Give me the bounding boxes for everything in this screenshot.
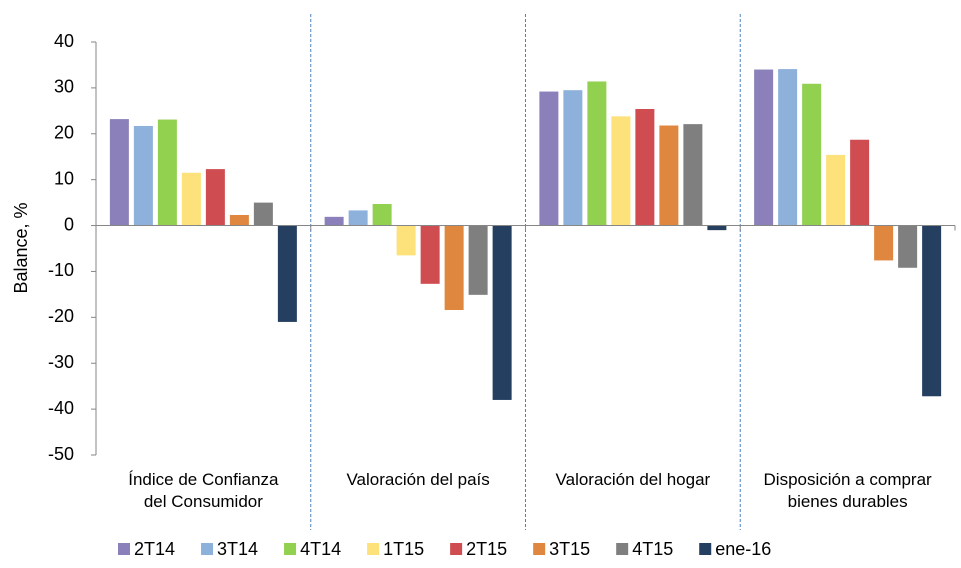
legend-label: 4T14 — [300, 539, 341, 559]
legend-swatch — [118, 543, 130, 555]
legend-swatch — [450, 543, 463, 555]
bar — [778, 69, 798, 226]
y-tick-label: 10 — [54, 168, 74, 188]
legend-label: 2T15 — [466, 539, 507, 559]
y-tick-label: -20 — [48, 306, 74, 326]
bar — [181, 172, 201, 226]
legend-label: 3T14 — [217, 539, 258, 559]
bar — [850, 139, 870, 226]
bar — [277, 225, 297, 322]
bar — [372, 203, 392, 226]
x-tick-label: Índice de Confianza del Consumidor — [128, 470, 279, 511]
bar — [229, 215, 249, 226]
bar — [659, 125, 679, 226]
legend-swatch — [284, 543, 297, 555]
legend-swatch — [367, 543, 380, 555]
legend-label: 2T14 — [134, 539, 175, 559]
legend-label: 4T15 — [632, 539, 673, 559]
x-tick-label: Disposición a comprar bienes durables — [763, 470, 932, 511]
x-tick-label: Valoración del hogar — [555, 470, 711, 489]
y-tick-label: 40 — [54, 31, 74, 51]
y-axis-label: Balance, % — [11, 202, 31, 293]
bar — [874, 225, 894, 261]
bar — [754, 69, 774, 226]
legend-label: ene-16 — [715, 539, 771, 559]
bar — [563, 90, 583, 226]
legend-label: 3T15 — [549, 539, 590, 559]
y-tick-label: 20 — [54, 123, 74, 143]
legend-swatch — [533, 543, 546, 555]
legend-swatch — [699, 543, 712, 555]
bar — [420, 225, 440, 284]
bar — [611, 116, 631, 226]
bar — [324, 216, 344, 226]
bar — [348, 210, 368, 226]
bar — [444, 225, 464, 310]
bar — [826, 154, 846, 226]
legend-swatch — [201, 543, 214, 555]
bar — [539, 91, 559, 226]
y-tick-label: 30 — [54, 77, 74, 97]
bar — [683, 124, 703, 226]
bar — [635, 108, 655, 226]
y-tick-label: 0 — [64, 214, 74, 234]
bar — [133, 125, 153, 226]
bar — [587, 81, 607, 226]
bar — [109, 119, 129, 226]
bar — [922, 225, 942, 397]
y-tick-label: -10 — [48, 260, 74, 280]
bar — [492, 225, 512, 400]
bar — [707, 225, 727, 231]
bar — [802, 83, 822, 226]
y-tick-label: -50 — [48, 444, 74, 464]
bar — [898, 225, 918, 268]
bar — [157, 119, 177, 226]
x-tick-label: Valoración del país — [346, 470, 490, 489]
bar — [205, 169, 225, 226]
bar — [253, 202, 273, 226]
y-tick-label: -30 — [48, 352, 74, 372]
y-tick-label: -40 — [48, 398, 74, 418]
bar — [468, 225, 488, 295]
legend-swatch — [616, 543, 629, 555]
legend-label: 1T15 — [383, 539, 424, 559]
bar — [396, 225, 416, 256]
